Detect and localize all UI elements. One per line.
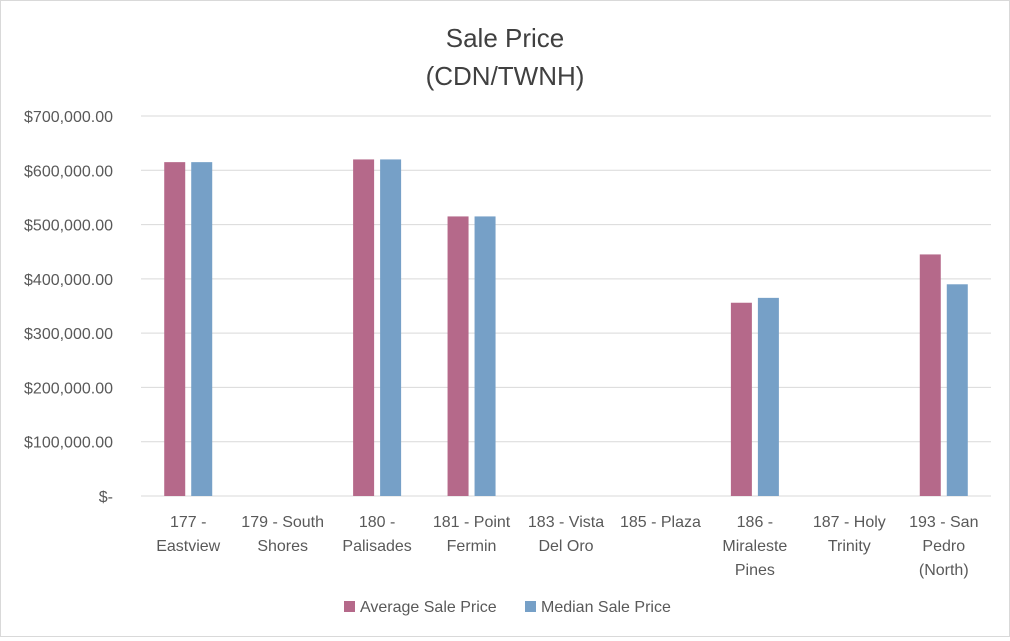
y-tick-label: $200,000.00	[24, 380, 113, 397]
bar-average-sale-price	[164, 162, 186, 496]
x-tick-label: 187 - Holy Trinity	[813, 514, 886, 555]
legend-swatch	[344, 601, 355, 612]
bar-median-sale-price	[474, 216, 496, 496]
bar-average-sale-price	[730, 302, 752, 496]
bar-average-sale-price	[919, 254, 941, 496]
x-axis-tick-labels: 177 -Eastview 179 - South Shores 180 -Palis…	[156, 514, 978, 579]
x-tick-label: 193 - San Pedro (North)	[909, 514, 978, 579]
gridlines	[141, 115, 991, 497]
y-tick-label: $500,000.00	[24, 218, 113, 235]
y-tick-label: $300,000.00	[24, 326, 113, 343]
bar-median-sale-price	[946, 284, 968, 496]
legend-label: Average Sale Price	[360, 599, 497, 616]
bar-average-sale-price	[353, 159, 375, 496]
bar-average-sale-price	[447, 216, 469, 496]
legend-swatch	[525, 601, 536, 612]
chart-title-line-2: (CDN/TWNH)	[426, 61, 585, 91]
x-tick-label: 183 - Vista Del Oro	[528, 514, 604, 555]
x-tick-label: 185 - Plaza	[620, 514, 701, 531]
x-tick-label: 181 - Point Fermin	[433, 514, 511, 555]
y-tick-label: $400,000.00	[24, 272, 113, 289]
y-tick-label: $100,000.00	[24, 435, 113, 452]
y-axis-tick-labels: $- $100,000.00 $200,000.00 $300,000.00 $400,…	[24, 109, 113, 506]
bar-median-sale-price	[757, 297, 779, 496]
y-tick-label: $700,000.00	[24, 109, 113, 126]
chart-title-line-1: Sale Price	[446, 23, 565, 53]
y-tick-label: $-	[99, 489, 113, 506]
x-tick-label: 180 -Palisades	[342, 514, 411, 555]
x-tick-label: 186 -Miraleste Pines	[722, 514, 787, 579]
legend-label: Median Sale Price	[541, 599, 671, 616]
bar-median-sale-price	[380, 159, 402, 496]
bar-median-sale-price	[191, 162, 213, 496]
legend: Average Sale Price Median Sale Price	[344, 599, 671, 616]
x-tick-label: 179 - South Shores	[241, 514, 324, 555]
x-tick-label: 177 -Eastview	[156, 514, 220, 555]
y-tick-label: $600,000.00	[24, 163, 113, 180]
bars	[164, 159, 968, 496]
